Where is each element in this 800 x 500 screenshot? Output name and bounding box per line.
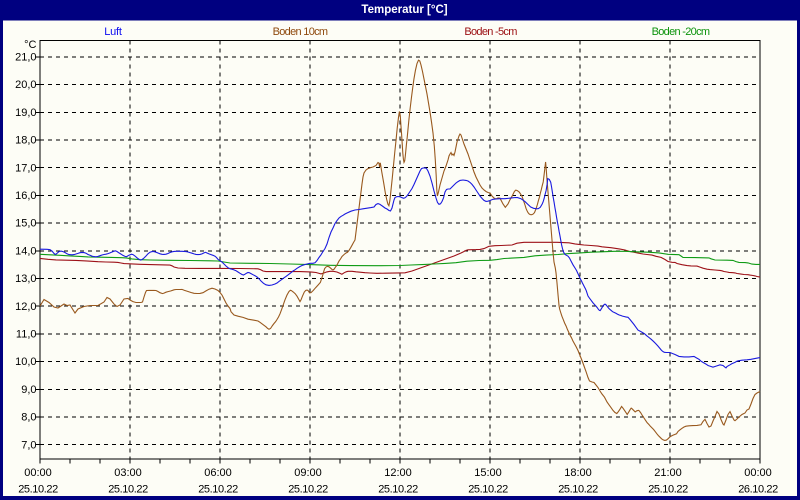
svg-text:12:00: 12:00	[384, 467, 412, 479]
svg-text:8,0: 8,0	[21, 412, 36, 424]
svg-text:Boden 10cm: Boden 10cm	[273, 26, 328, 38]
svg-text:25.10.22: 25.10.22	[378, 484, 418, 496]
svg-text:20,0: 20,0	[15, 79, 36, 91]
svg-text:11,0: 11,0	[16, 329, 37, 341]
svg-text:7,0: 7,0	[21, 439, 36, 451]
svg-text:9,0: 9,0	[21, 384, 36, 396]
svg-text:09:00: 09:00	[294, 467, 322, 479]
svg-text:13,0: 13,0	[15, 273, 36, 285]
svg-text:17,0: 17,0	[15, 162, 36, 174]
svg-text:14,0: 14,0	[15, 245, 36, 257]
svg-text:25.10.22: 25.10.22	[468, 484, 508, 496]
svg-text:26.10.22: 26.10.22	[738, 484, 778, 496]
svg-text:00:00: 00:00	[744, 467, 772, 479]
svg-text:25.10.22: 25.10.22	[558, 484, 598, 496]
svg-text:18,0: 18,0	[15, 135, 36, 147]
svg-text:12,0: 12,0	[15, 301, 36, 313]
svg-text:06:00: 06:00	[204, 467, 232, 479]
svg-text:Temperatur [°C]: Temperatur [°C]	[361, 4, 447, 16]
svg-text:Luft: Luft	[104, 26, 122, 38]
svg-text:25.10.22: 25.10.22	[108, 484, 148, 496]
svg-text:15,0: 15,0	[15, 218, 36, 230]
svg-text:25.10.22: 25.10.22	[198, 484, 238, 496]
svg-text:25.10.22: 25.10.22	[288, 484, 328, 496]
svg-text:25.10.22: 25.10.22	[648, 484, 688, 496]
svg-text:°C: °C	[24, 39, 36, 51]
svg-text:00:00: 00:00	[24, 467, 52, 479]
svg-text:03:00: 03:00	[114, 467, 142, 479]
svg-text:Boden -5cm: Boden -5cm	[464, 26, 517, 38]
svg-text:25.10.22: 25.10.22	[18, 484, 58, 496]
svg-text:19,0: 19,0	[15, 107, 36, 119]
svg-text:21,0: 21,0	[15, 52, 36, 64]
svg-text:21:00: 21:00	[654, 467, 682, 479]
svg-text:18:00: 18:00	[564, 467, 592, 479]
svg-text:15:00: 15:00	[474, 467, 502, 479]
svg-text:10,0: 10,0	[15, 356, 36, 368]
svg-text:16,0: 16,0	[15, 190, 36, 202]
svg-text:Boden -20cm: Boden -20cm	[652, 26, 710, 38]
